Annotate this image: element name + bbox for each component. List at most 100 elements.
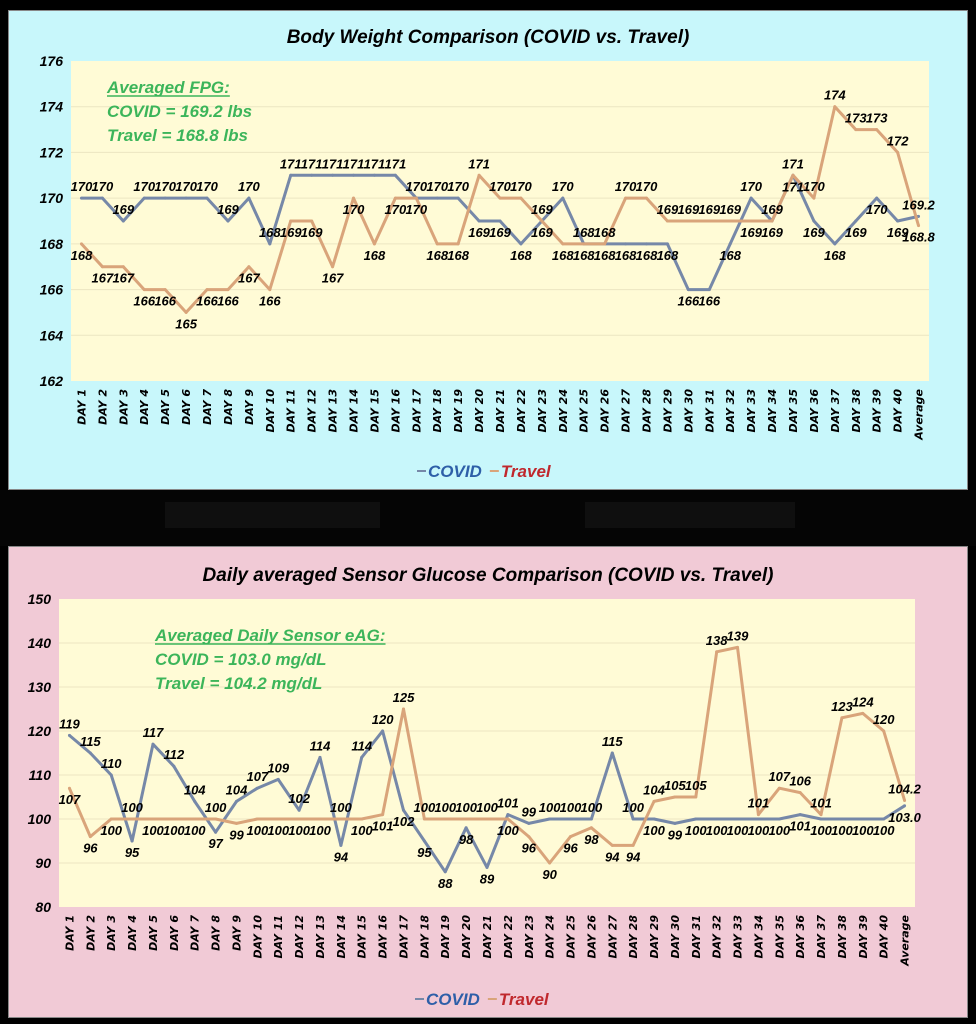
x-tick-label: DAY 31 [690,915,703,958]
data-point-covid [631,817,635,821]
data-label-covid: 168 [573,225,595,240]
data-label-covid: 101 [789,819,811,834]
x-tick-label: DAY 21 [481,915,494,958]
data-label-covid: 112 [163,747,184,762]
data-point-covid [548,817,552,821]
data-point-covid [882,817,886,821]
x-tick-label: DAY 16 [389,389,402,433]
y-tick-label: 120 [28,723,52,739]
data-point-travel [861,711,865,715]
x-tick-label: DAY 4 [126,915,139,951]
data-label-covid: 110 [101,756,122,771]
data-point-travel [770,219,774,223]
data-label-covid: 169 [489,225,511,240]
data-point-covid [268,242,272,246]
data-label-covid: 170 [71,179,93,194]
x-tick-label: DAY 37 [815,915,828,959]
data-point-travel [485,817,489,821]
x-tick-label: DAY 15 [368,389,381,433]
data-point-covid [184,196,188,200]
data-label-travel: 107 [59,792,81,807]
x-tick-label: DAY 24 [544,915,557,958]
data-point-travel [372,242,376,246]
data-point-covid [435,196,439,200]
data-point-travel [276,817,280,821]
data-point-travel [234,821,238,825]
x-tick-label: DAY 33 [745,389,758,433]
data-label-travel: 170 [405,202,427,217]
data-label-travel: 100 [351,823,373,838]
data-point-covid [644,242,648,246]
x-tick-label: DAY 3 [117,389,130,425]
data-point-travel [519,196,523,200]
y-tick-label: 168 [40,236,64,252]
glucose-chart-panel: 80 90 100 110 120 130 140 150 DAY 1 DAY 2 DAY 3 DA… [8,546,968,1018]
data-point-travel [352,196,356,200]
data-point-covid [477,219,481,223]
data-point-covid [798,813,802,817]
data-label-covid: 170 [426,179,448,194]
x-tick-label: DAY 26 [585,915,598,959]
data-point-travel [833,105,837,109]
data-label-covid: 170 [196,179,218,194]
data-label-covid: 168 [719,248,741,263]
x-tick-label: DAY 2 [84,915,97,951]
data-label-travel: 169 [301,225,323,240]
x-tick-label: DAY 31 [703,389,716,432]
data-label-covid: 171 [322,156,344,171]
x-tick-label: DAY 30 [682,389,695,433]
legend-label-covid: COVID [428,462,482,481]
data-point-travel [184,310,188,314]
data-label-travel: 100 [497,823,519,838]
data-point-travel [728,219,732,223]
data-point-covid [109,773,113,777]
data-label-travel: 105 [664,778,686,793]
x-tick-label: DAY 20 [473,389,486,433]
data-point-covid [422,839,426,843]
data-label-covid: 95 [417,845,432,860]
x-tick-label: DAY 37 [829,389,842,433]
data-label-covid: 169 [845,225,867,240]
data-label-covid: 170 [92,179,114,194]
x-tick-label: DAY 33 [732,915,745,959]
y-tick-label: 162 [40,373,64,389]
data-label-travel: 168 [426,248,448,263]
data-point-covid [360,755,364,759]
y-tick-label: 90 [35,855,51,871]
data-point-covid [728,242,732,246]
legend: COVID Travel [415,990,550,1009]
data-label-travel: 100 [163,823,185,838]
data-label-covid: 95 [125,845,140,860]
data-label-travel: 166 [154,294,176,309]
data-point-travel [443,817,447,821]
x-tick-label: DAY 10 [264,389,277,433]
data-point-travel [310,219,314,223]
data-label-covid: 168 [615,248,637,263]
data-point-travel [205,288,209,292]
data-point-travel [686,219,690,223]
data-point-covid [67,733,71,737]
data-label-travel: 100 [309,823,331,838]
data-point-travel [109,817,113,821]
faded-background-block [585,502,795,528]
x-tick-label: DAY 20 [460,915,473,959]
x-tick-label: DAY 12 [293,915,306,959]
data-point-travel [527,835,531,839]
data-point-covid [861,817,865,821]
data-point-travel [777,786,781,790]
data-label-covid: 170 [175,179,197,194]
x-tick-label: DAY 9 [243,389,256,425]
data-label-travel: 90 [542,867,557,882]
data-label-covid: 120 [372,712,394,727]
data-point-travel [875,128,879,132]
data-point-covid [193,799,197,803]
data-point-covid [498,219,502,223]
x-tick-label: DAY 30 [669,915,682,959]
data-label-covid: 99 [522,804,537,819]
data-label-travel: 100 [205,800,227,815]
data-point-travel [255,817,259,821]
data-label-covid: 109 [267,760,289,775]
data-point-covid [665,242,669,246]
y-tick-label: 100 [28,811,52,827]
